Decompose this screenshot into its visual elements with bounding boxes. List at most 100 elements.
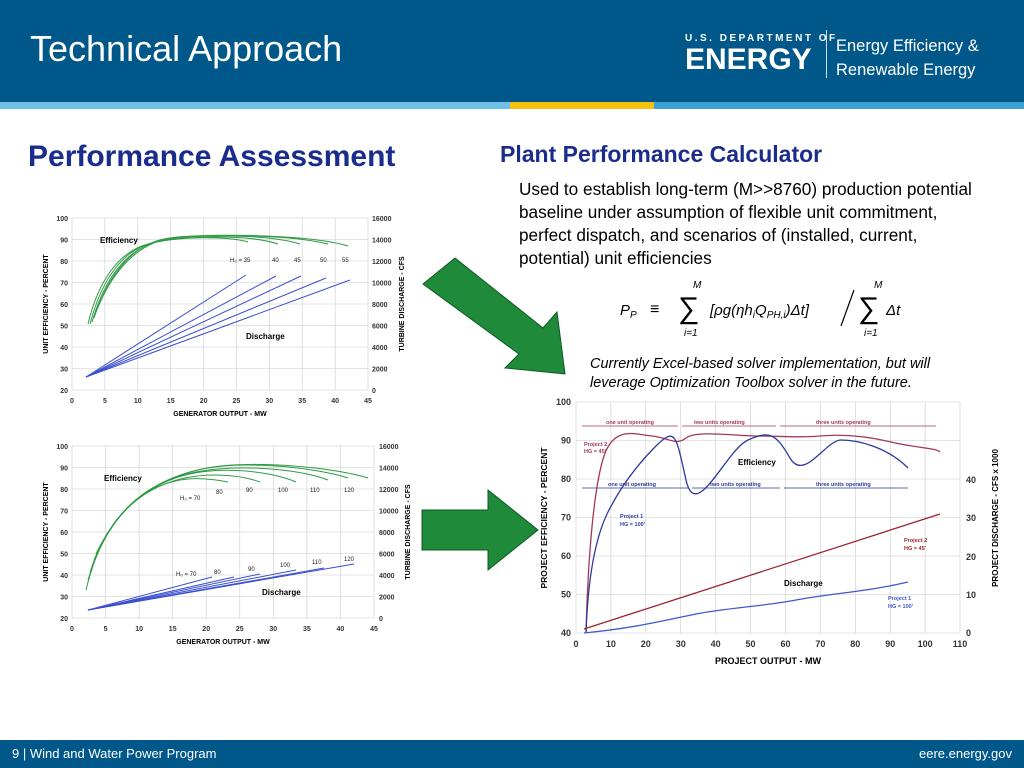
chart3-p1-dis-label: HG = 100' bbox=[888, 604, 914, 610]
chart3-y2-tick: 20 bbox=[966, 552, 976, 562]
chart3-y2-tick: 0 bbox=[966, 628, 971, 638]
chart1-y-tick: 80 bbox=[60, 259, 68, 266]
plant-calculator-heading: Plant Performance Calculator bbox=[500, 141, 823, 167]
chart2-x-tick: 30 bbox=[269, 626, 277, 633]
efficiency-chart-top: 100 90 80 70 60 50 40 30 20 16000 14000 … bbox=[43, 216, 406, 418]
chart3-efficiency-label: Efficiency bbox=[738, 458, 776, 467]
chart3-p2-discharge-line bbox=[583, 513, 941, 630]
eere-logo-text: Energy Efficiency & Renewable Energy bbox=[836, 34, 979, 82]
chart2-discharge-label: Discharge bbox=[262, 588, 301, 597]
chart1-dis-line bbox=[85, 277, 327, 378]
chart2-y-tick: 70 bbox=[60, 509, 68, 516]
chart3-p2-dis-label: Project 2 bbox=[904, 538, 927, 544]
diagonal-arrow bbox=[422, 257, 566, 375]
chart2-y2-tick: 10000 bbox=[379, 509, 399, 516]
chart3-y-tick: 90 bbox=[561, 436, 571, 446]
doe-logo-big-text: ENERGY bbox=[685, 43, 812, 76]
chart2-x-tick: 20 bbox=[202, 626, 210, 633]
chart2-x-tick: 0 bbox=[70, 626, 74, 633]
chart2-y2-label: TURBINE DISCHARGE - CFS bbox=[405, 484, 412, 580]
chart1-x-tick: 15 bbox=[167, 398, 175, 405]
chart2-dis-head-label: H₀ = 70 bbox=[176, 572, 197, 578]
formula-divider bbox=[840, 289, 855, 327]
chart1-dis-line bbox=[85, 279, 351, 378]
chart1-y-tick: 70 bbox=[60, 281, 68, 288]
chart2-x-label: GENERATOR OUTPUT - MW bbox=[176, 639, 270, 646]
chart2-y2-tick: 14000 bbox=[379, 466, 399, 473]
formula-numerator: [ρg(ηhiQPH,i)Δt] bbox=[709, 302, 810, 321]
chart3-x-tick: 40 bbox=[711, 639, 721, 649]
chart1-discharge-label: Discharge bbox=[246, 332, 285, 341]
chart3-y2-tick: 10 bbox=[966, 590, 976, 600]
chart1-x-tick: 40 bbox=[331, 398, 339, 405]
formula-sum2: ∑ bbox=[858, 292, 879, 325]
chart2-y-tick: 60 bbox=[60, 530, 68, 537]
chart1-x-tick: 25 bbox=[233, 398, 241, 405]
chart1-y2-tick: 6000 bbox=[372, 324, 388, 331]
chart2-x-tick: 5 bbox=[104, 626, 108, 633]
chart1-y2-tick: 2000 bbox=[372, 367, 388, 374]
chart2-y2-tick: 16000 bbox=[379, 444, 399, 451]
chart3-p1-efficiency-curve bbox=[585, 434, 909, 634]
chart2-eff-curve bbox=[95, 464, 369, 555]
chart2-dis-head-label: 80 bbox=[214, 570, 221, 576]
chart3-discharge-label: Discharge bbox=[784, 579, 823, 588]
chart3-x-tick: 20 bbox=[641, 639, 651, 649]
formula-denominator: Δt bbox=[885, 302, 901, 319]
chart3-y-tick: 80 bbox=[561, 474, 571, 484]
project-efficiency-chart: 100 90 80 70 60 50 40 40 30 20 10 0 0 10… bbox=[539, 397, 1000, 666]
chart1-grid bbox=[71, 217, 369, 391]
chart1-x-tick: 5 bbox=[103, 398, 107, 405]
chart1-eff-curve bbox=[95, 234, 349, 313]
chart3-y-label: PROJECT EFFICIENCY - PERCENT bbox=[539, 447, 549, 589]
right-arrow bbox=[421, 488, 539, 572]
chart2-x-tick: 25 bbox=[236, 626, 244, 633]
chart3-p1-eff-label: HG = 100' bbox=[620, 522, 646, 528]
chart3-y2-label: PROJECT DISCHARGE - CFS x 1000 bbox=[991, 449, 1000, 587]
slide-title: Technical Approach bbox=[30, 28, 343, 69]
chart1-y2-tick: 4000 bbox=[372, 345, 388, 352]
chart1-x-tick: 0 bbox=[70, 398, 74, 405]
chart2-y-tick: 40 bbox=[60, 573, 68, 580]
chart2-eff-head-label: 120 bbox=[344, 488, 355, 494]
arrow-diagonal-icon bbox=[422, 257, 566, 375]
chart3-y2-tick: 40 bbox=[966, 475, 976, 485]
chart1-dis-line bbox=[85, 275, 302, 378]
chart3-x-label: PROJECT OUTPUT - MW bbox=[715, 656, 822, 666]
chart2-y2-tick: 8000 bbox=[379, 530, 395, 537]
chart1-y2-tick: 0 bbox=[372, 388, 376, 395]
efficiency-chart-bottom: 100 90 80 70 60 50 40 30 20 16000 14000 … bbox=[43, 444, 412, 646]
calculator-description: Used to establish long-term (M>>8760) pr… bbox=[519, 179, 972, 268]
chart1-y-tick: 60 bbox=[60, 302, 68, 309]
chart3-x-tick: 50 bbox=[745, 639, 755, 649]
chart3-y-tick: 60 bbox=[561, 551, 571, 561]
chart1-x-label: GENERATOR OUTPUT - MW bbox=[173, 411, 267, 418]
doe-logo-small-text: U.S. DEPARTMENT OF bbox=[685, 33, 838, 44]
chart2-dis-head-label: 90 bbox=[248, 567, 255, 573]
chart3-x-tick: 80 bbox=[850, 639, 860, 649]
chart2-grid bbox=[71, 445, 375, 619]
chart1-y-tick: 30 bbox=[60, 367, 68, 374]
chart3-p2-eff-label: Project 2 bbox=[584, 442, 607, 448]
chart3-p2-op-label: one unit operating bbox=[606, 420, 654, 426]
chart2-dis-line bbox=[87, 576, 213, 611]
chart2-y2-tick: 4000 bbox=[379, 573, 395, 580]
formula-equiv: ≡ bbox=[650, 301, 659, 318]
chart1-y-tick: 50 bbox=[60, 324, 68, 331]
chart1-discharge-lines bbox=[85, 274, 351, 378]
chart3-x-tick: 10 bbox=[606, 639, 616, 649]
chart2-x-tick: 40 bbox=[337, 626, 345, 633]
chart1-head-label: 40 bbox=[272, 258, 279, 264]
chart2-eff-head-label: 110 bbox=[310, 488, 320, 494]
chart1-x-tick: 45 bbox=[364, 398, 372, 405]
arrow-right-icon bbox=[421, 488, 539, 572]
doe-logo: U.S. DEPARTMENT OF ENERGY bbox=[685, 33, 838, 75]
stripe-blue bbox=[654, 102, 1024, 109]
chart2-y2-tick: 12000 bbox=[379, 487, 399, 494]
chart2-efficiency-curves bbox=[85, 464, 369, 591]
chart3-p1-eff-label: Project 1 bbox=[620, 514, 643, 520]
chart2-y2-tick: 0 bbox=[379, 616, 383, 623]
eere-line-2: Renewable Energy bbox=[836, 61, 976, 79]
chart3-x-tick: 0 bbox=[573, 639, 578, 649]
formula-sum1: ∑ bbox=[678, 292, 699, 325]
